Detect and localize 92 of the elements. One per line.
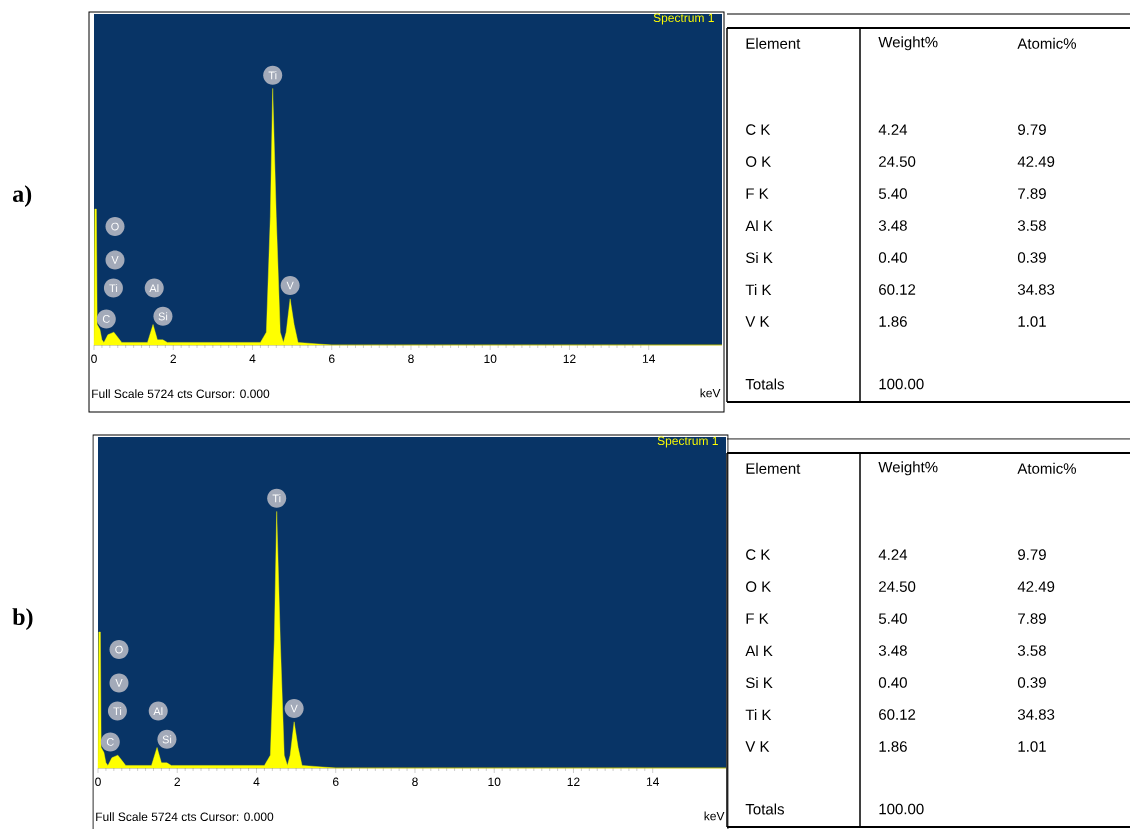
annotation: Al xyxy=(153,707,163,716)
text: Si K xyxy=(746,677,773,689)
text: 42.49 xyxy=(1017,156,1055,167)
text: a) xyxy=(12,185,32,207)
x-tick-label: 4 xyxy=(249,354,256,363)
text: Si K xyxy=(746,252,773,264)
text: 1.86 xyxy=(879,741,907,752)
text: C K xyxy=(746,124,771,135)
text: Totals xyxy=(745,378,784,390)
text: 0.39 xyxy=(1017,252,1046,263)
x-tick-label: 14 xyxy=(642,354,656,363)
annotation: O xyxy=(115,645,123,654)
annotation: Al xyxy=(149,284,159,293)
text: 3.58 xyxy=(1017,645,1046,656)
annotation: Ti xyxy=(113,707,122,716)
x-tick-label: 2 xyxy=(174,777,180,786)
text: Ti xyxy=(268,71,277,80)
text: Ti xyxy=(272,494,281,503)
text: 24.50 xyxy=(879,581,916,592)
text: Atomic% xyxy=(1017,462,1076,474)
text: 34.83 xyxy=(1017,709,1055,720)
text: Atomic% xyxy=(1017,37,1076,49)
text: 0.40 xyxy=(878,252,907,263)
text: 4.24 xyxy=(878,549,908,560)
x-tick-label: 4 xyxy=(253,777,260,786)
x-axis-title: keV xyxy=(704,811,725,821)
text: C K xyxy=(746,549,771,560)
text: 60.12 xyxy=(879,709,916,720)
text: 1.01 xyxy=(1018,316,1046,327)
chart-title: Spectrum 1 xyxy=(653,13,714,25)
text: 0.39 xyxy=(1017,677,1046,688)
text: F K xyxy=(746,613,769,624)
text: 0.40 xyxy=(878,677,907,688)
x-tick-label: 0 xyxy=(91,354,97,364)
x-axis-title: keV xyxy=(700,388,721,398)
text: 7.89 xyxy=(1018,613,1046,624)
x-tick-label: 12 xyxy=(563,354,576,363)
chart-title: Spectrum 1 xyxy=(657,436,718,448)
text: 9.79 xyxy=(1018,124,1046,135)
text: V K xyxy=(745,316,770,327)
annotation: V xyxy=(290,704,298,713)
text: Weight% xyxy=(878,36,938,51)
annotation: Si xyxy=(162,735,172,744)
x-tick-label: 14 xyxy=(646,777,660,786)
text: 9.79 xyxy=(1018,549,1046,560)
text: 5.40 xyxy=(878,188,907,199)
x-tick-label: 8 xyxy=(408,354,414,364)
annotation: C xyxy=(106,738,114,746)
x-tick-label: 0 xyxy=(95,777,101,787)
text: b) xyxy=(12,608,33,630)
annotation: C xyxy=(102,315,110,323)
text: Ti K xyxy=(745,709,772,720)
text: O K xyxy=(746,581,771,592)
x-tick-label: 8 xyxy=(412,777,418,787)
text: Weight% xyxy=(878,461,938,476)
x-tick-label: 6 xyxy=(329,354,335,364)
text: 4.24 xyxy=(878,124,908,135)
text: 3.58 xyxy=(1017,220,1046,231)
text: 60.12 xyxy=(879,284,916,295)
x-tick-label: 6 xyxy=(333,777,339,787)
annotation: V xyxy=(111,256,119,264)
text: 34.83 xyxy=(1017,284,1055,295)
text: 5.40 xyxy=(878,613,907,624)
text: Element xyxy=(746,462,801,474)
text: 1.01 xyxy=(1018,741,1046,752)
text: Full Scale 5724 cts Cursor: 0.000 xyxy=(96,812,274,821)
text: V K xyxy=(745,741,770,752)
text: O K xyxy=(746,156,771,167)
x-tick-label: 10 xyxy=(484,354,497,364)
text: Element xyxy=(746,37,801,49)
text: Al K xyxy=(745,220,773,231)
text: 3.48 xyxy=(878,645,907,656)
annotation: Si xyxy=(158,312,168,321)
text: Totals xyxy=(745,803,784,815)
annotation: Ti xyxy=(109,284,118,293)
text: 100.00 xyxy=(879,803,924,815)
text: 42.49 xyxy=(1017,581,1055,592)
text: 3.48 xyxy=(878,220,907,231)
text: 7.89 xyxy=(1018,188,1046,199)
x-tick-label: 12 xyxy=(567,777,580,786)
annotation: O xyxy=(111,222,119,231)
text: Full Scale 5724 cts Cursor: 0.000 xyxy=(92,389,270,398)
text: 100.00 xyxy=(879,378,924,390)
text: F K xyxy=(746,188,769,199)
text: 1.86 xyxy=(879,316,907,327)
text: Al K xyxy=(745,645,773,656)
x-tick-label: 10 xyxy=(488,777,501,787)
annotation: V xyxy=(286,281,294,290)
annotation: V xyxy=(115,679,123,687)
x-tick-label: 2 xyxy=(170,354,176,363)
text: 24.50 xyxy=(879,156,916,167)
text: Ti K xyxy=(745,284,772,295)
